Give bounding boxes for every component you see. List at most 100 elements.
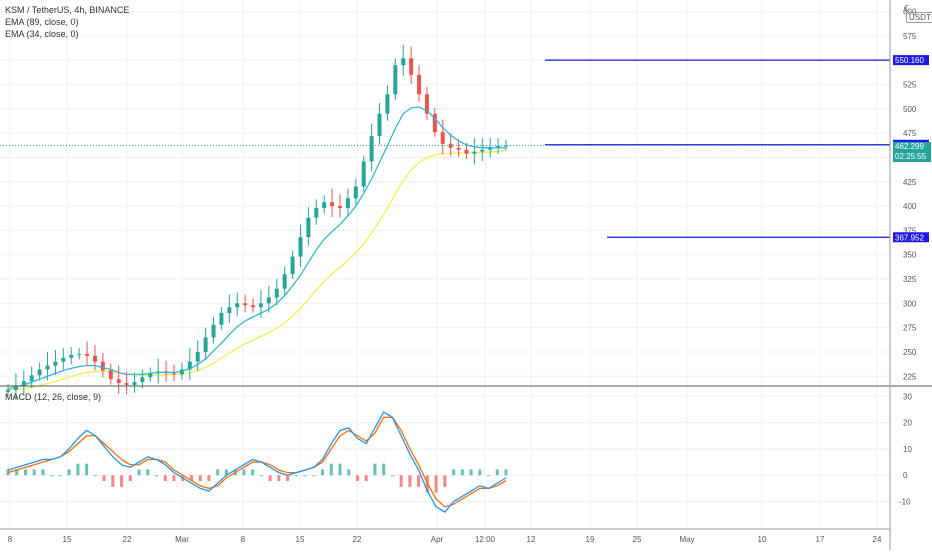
candle-body [274, 288, 279, 298]
time-tick-label: 15 [63, 535, 72, 544]
price-tick-label: 400 [903, 202, 917, 211]
histogram-bar [41, 469, 45, 476]
currency-button[interactable]: USDT [906, 12, 932, 23]
histogram-bar [216, 469, 220, 476]
time-tick-label: 22 [353, 535, 362, 544]
histogram-bar [303, 475, 307, 477]
histogram-bar [434, 475, 438, 493]
ema34-legend[interactable]: EMA (34, close, 0) [5, 29, 79, 39]
level-price-label: 550.160 [895, 56, 924, 65]
candle-body [282, 274, 287, 289]
price-tick-label: 275 [903, 324, 917, 333]
histogram-bar [242, 469, 246, 476]
candle-body [203, 337, 208, 352]
histogram-bar [382, 463, 386, 476]
candle-body [61, 357, 66, 362]
histogram-bar [329, 463, 333, 476]
candle-body [251, 305, 256, 308]
histogram-bar [495, 469, 499, 476]
price-tick-label: 525 [903, 81, 917, 90]
candle-body [258, 303, 263, 308]
time-tick-label: 8 [241, 535, 246, 544]
time-tick-label: 25 [633, 535, 642, 544]
histogram-bar [163, 475, 167, 482]
candle-body [345, 198, 350, 209]
histogram-bar [251, 469, 255, 476]
time-tick-label: 17 [816, 535, 825, 544]
time-tick-label: 10 [758, 535, 767, 544]
macd-tick-label: 30 [903, 392, 912, 401]
histogram-bar [469, 469, 473, 476]
candle-body [409, 58, 414, 75]
histogram-bar [277, 475, 281, 482]
candle-body [140, 377, 145, 383]
candle-body [124, 383, 129, 385]
candle-body [77, 353, 82, 355]
histogram-bar [312, 475, 316, 477]
histogram-bar [76, 463, 80, 476]
grid [0, 0, 890, 528]
chart-legend: KSM / TetherUS, 4h, BINANCE EMA (89, clo… [5, 4, 129, 40]
histogram-bar [294, 475, 298, 477]
candles-layer [6, 44, 508, 400]
price-tick-label: 600 [903, 8, 917, 17]
ema89-line [7, 150, 507, 391]
price-tick-label: 225 [903, 372, 917, 381]
candle-body [369, 136, 374, 162]
price-tick-label: 325 [903, 275, 917, 284]
histogram-bar [268, 475, 272, 482]
histogram-bar [355, 475, 359, 482]
level-price-tag [893, 232, 929, 243]
candle-body [92, 355, 97, 362]
histogram-bar [364, 475, 368, 482]
histogram-bar [286, 475, 290, 482]
price-tick-label: 375 [903, 226, 917, 235]
time-tick-label: 15 [296, 535, 305, 544]
candle-body [496, 145, 501, 148]
candle-body [432, 113, 437, 133]
time-tick-label: May [679, 535, 694, 544]
symbol-title[interactable]: KSM / TetherUS, 4h, BINANCE [5, 5, 130, 15]
histogram-bar [408, 475, 412, 487]
macd-tick-label: -10 [899, 498, 911, 507]
price-tick-label: 250 [903, 348, 917, 357]
horizontal-lines[interactable] [0, 59, 890, 238]
candle-body [266, 297, 271, 304]
candle-body [211, 324, 216, 338]
currency-prefix: € [904, 4, 909, 13]
histogram-bar [172, 475, 176, 482]
histogram-bar [373, 463, 377, 476]
histogram-bar [487, 475, 491, 477]
ema34-layer [7, 106, 506, 390]
histogram-bar [146, 469, 150, 476]
macd-tick-label: 20 [903, 419, 912, 428]
candle-body [353, 186, 358, 199]
price-axis[interactable]: 2252502753003253503754004254504755005255… [893, 8, 929, 507]
ema89-legend[interactable]: EMA (89, close, 0) [5, 17, 79, 27]
candle-body [306, 217, 311, 238]
histogram-bar [504, 469, 508, 476]
candle-body [37, 369, 42, 376]
histogram-bar [198, 475, 202, 482]
candle-body [6, 389, 10, 392]
candle-body [385, 94, 390, 114]
candle-body [187, 361, 192, 370]
time-axis[interactable]: 8 15 22 Mar 8 15 22 Apr 12:00 12 19 25 May 10 17 24 [8, 535, 882, 544]
candle-body [377, 113, 382, 137]
histogram-bar [460, 469, 464, 476]
histogram-bar [224, 469, 228, 476]
bar-countdown: 02:25:55 [895, 151, 927, 161]
candle-body [132, 382, 137, 385]
candle-body [100, 361, 105, 371]
candle-body [116, 379, 121, 384]
currency-selector[interactable]: € USDT [904, 4, 932, 23]
histogram-bar [338, 463, 342, 476]
macd-histogram [6, 463, 508, 493]
level-price-tag [893, 55, 929, 66]
histogram-bar [23, 469, 27, 476]
candle-body [338, 206, 342, 209]
histogram-bar [189, 475, 193, 482]
macd-legend[interactable]: MACD (12, 26, close, 9) [5, 392, 102, 402]
candle-body [504, 145, 508, 147]
